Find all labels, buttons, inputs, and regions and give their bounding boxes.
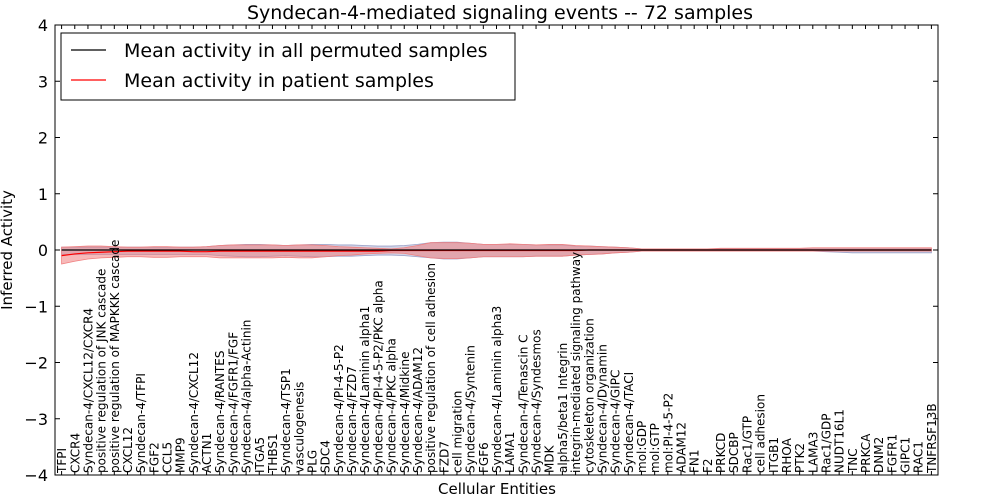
x-tick-label: FGFR1 — [885, 434, 899, 473]
x-tick-label: THBS1 — [266, 433, 280, 474]
legend-box — [60, 32, 516, 101]
legend-label-patient: Mean activity in patient samples — [124, 70, 434, 92]
x-tick-label: SDCBP — [727, 432, 741, 473]
x-tick-label: mol:GDP — [635, 421, 649, 473]
x-tick-label: Syndecan-4/FGFR1/FGF — [226, 332, 240, 473]
x-tick-label: Syndecan-4/Syntenin — [464, 345, 478, 473]
x-tick-label: Syndecan-4/Laminin alpha3 — [490, 306, 504, 473]
x-tick-label: Syndecan-4/CXCL12 — [187, 352, 201, 473]
chart-title: Syndecan-4-mediated signaling events -- … — [247, 2, 753, 24]
series-layer — [61, 249, 932, 257]
y-tick-label: −4 — [24, 466, 48, 485]
x-tick-label: Syndecan-4/CXCL12/CXCR4 — [81, 308, 95, 473]
x-tick-label: Syndecan-4/Syndesmos — [530, 329, 544, 473]
x-tick-label: ACTN1 — [200, 433, 214, 473]
x-tick-label: Syndecan-4/alpha-Actinin — [240, 320, 254, 473]
x-tick-label: Syndecan-4/RANTES — [213, 351, 227, 473]
x-tick-label: F2 — [701, 458, 715, 473]
x-tick-label: DNM2 — [872, 437, 886, 473]
x-tick-label: integrin-mediated signaling pathway — [569, 252, 583, 473]
x-tick-label: vasculogenesis — [292, 382, 306, 473]
x-tick-label: mol:GTP — [648, 423, 662, 473]
y-tick-label: −3 — [24, 410, 48, 429]
x-tick-label: TNC — [846, 448, 860, 474]
y-axis-label: Inferred Activity — [0, 190, 16, 310]
x-tick-label: ITGA5 — [253, 437, 267, 473]
x-tick-label: positive regulation of JNK cascade — [95, 269, 109, 473]
x-tick-label: mol:PI-4-5-P2 — [661, 393, 675, 473]
x-tick-label: MMP9 — [174, 437, 188, 473]
x-tick-label: MDK — [543, 444, 557, 473]
x-tick-label: Syndecan-4/GIPC — [609, 370, 623, 473]
x-tick-label: RHOA — [780, 437, 794, 473]
x-axis: TFPI CXCR4 Syndecan-4/CXCL12/CXCR4 positive… — [55, 25, 939, 475]
y-tick-label: 0 — [38, 241, 48, 260]
x-tick-label: Syndecan-4/Tenascin C — [516, 334, 530, 473]
x-tick-label: CXCR4 — [68, 433, 82, 473]
x-tick-label: SDC4 — [319, 440, 333, 473]
legend-label-permuted: Mean activity in all permuted samples — [124, 40, 487, 62]
x-tick-label: positive regulation of cell adhesion — [424, 263, 438, 473]
y-tick-label: −1 — [24, 297, 48, 316]
x-tick-label: NUDT16L1 — [833, 409, 847, 473]
y-tick-label: 2 — [38, 129, 48, 148]
x-tick-label: ITGB1 — [767, 437, 781, 473]
x-tick-label: CCL5 — [161, 442, 175, 473]
x-tick-label: PRKCA — [859, 433, 873, 473]
x-tick-label: Syndecan-4/PKC alpha — [385, 338, 399, 473]
y-tick-label: 3 — [38, 72, 48, 91]
x-tick-label: cell adhesion — [754, 394, 768, 473]
x-tick-label: Syndecan-4/Midkine — [398, 352, 412, 473]
x-tick-label: Rac1/GTP — [740, 416, 754, 473]
x-tick-label: Syndecan-4/TSP1 — [279, 368, 293, 473]
x-tick-label: alpha5/beta1 Integrin — [556, 343, 570, 473]
x-tick-label: cytoskeleton organization — [582, 318, 596, 473]
x-tick-label: Syndecan-4/PI-4-5-P2 — [332, 344, 346, 473]
x-tick-label: TNFRSF13B — [925, 403, 939, 474]
x-tick-label: RAC1 — [912, 441, 926, 473]
x-tick-label: Syndecan-4/ADAM12 — [411, 347, 425, 473]
x-tick-label: positive regulation of MAPKKK cascade — [108, 240, 122, 473]
band-1 — [61, 242, 932, 265]
legend: Mean activity in all permuted samples Me… — [60, 32, 516, 101]
x-tick-label: FN1 — [688, 449, 702, 473]
x-tick-label: FZD7 — [437, 441, 451, 473]
x-tick-label: TFPI — [55, 448, 69, 474]
x-tick-label: Syndecan-4/TFPI — [134, 373, 148, 473]
x-tick-label: PLG — [305, 450, 319, 473]
x-tick-label: CXCL12 — [121, 427, 135, 473]
y-tick-label: −2 — [24, 354, 48, 373]
x-tick-label: LAMA3 — [806, 432, 820, 473]
y-tick-label: 1 — [38, 185, 48, 204]
x-tick-label: Syndecan-4/FZD7 — [345, 366, 359, 473]
x-tick-label: FGF6 — [477, 442, 491, 473]
y-axis: −4 −3 −2 −1 0 1 2 3 4 — [24, 16, 938, 485]
x-tick-label: LAMA1 — [503, 432, 517, 473]
plot-frame — [54, 24, 939, 476]
y-tick-label: 4 — [38, 16, 48, 35]
x-tick-label: PTK2 — [793, 443, 807, 473]
x-tick-label: ADAM12 — [675, 422, 689, 473]
x-tick-label: FGF2 — [147, 442, 161, 473]
x-tick-label: cell migration — [450, 391, 464, 473]
x-tick-label: GIPC1 — [899, 437, 913, 473]
x-tick-label: Syndecan-4/TACI — [622, 372, 636, 473]
x-tick-label: Syndecan-4/Laminin alpha1 — [358, 306, 372, 473]
x-tick-label: Syndecan-4/Dynamin — [595, 344, 609, 473]
x-tick-label: Syndecan-4/PI-4-5-P2/PKC alpha — [371, 280, 385, 473]
x-axis-label: Cellular Entities — [438, 480, 556, 498]
x-tick-label: PRKCD — [714, 433, 728, 473]
x-tick-label: Rac1/GDP — [819, 414, 833, 473]
